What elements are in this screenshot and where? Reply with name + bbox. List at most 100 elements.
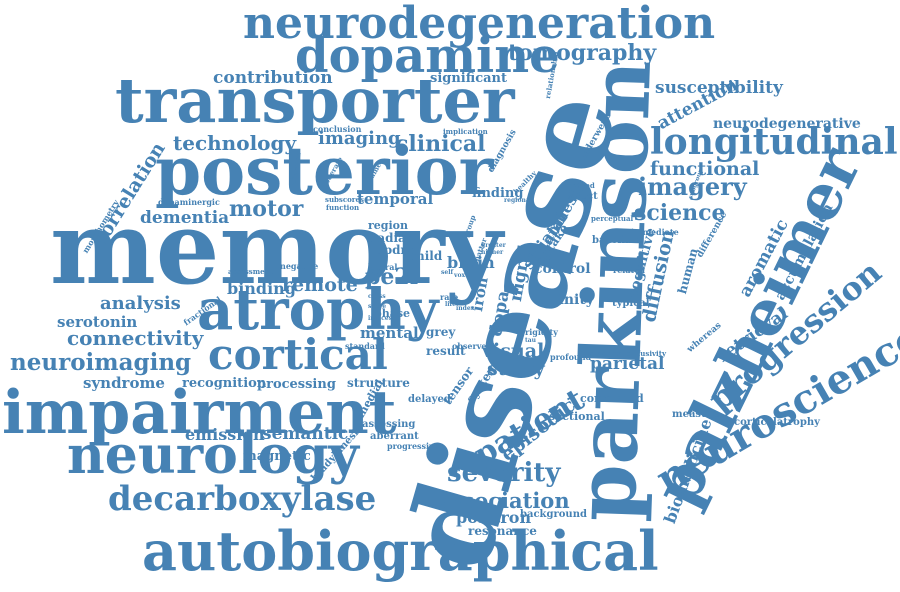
word-correlated: correlated (580, 392, 644, 405)
word-remote: remote (282, 274, 358, 296)
word-result: result (426, 344, 466, 358)
word-implication: implication (443, 127, 488, 136)
word-dementia: dementia (140, 208, 230, 228)
word-tomography: tomography (508, 40, 657, 66)
word-impairment: impairment (2, 378, 397, 448)
word-indices: indices (368, 315, 392, 322)
word-technology: technology (173, 131, 297, 155)
word-imagery: imagery (638, 172, 747, 201)
word-related: related (613, 265, 645, 275)
word-transporter: transporter (115, 64, 515, 137)
word-brain: brain (447, 253, 495, 272)
word-cortical: cortical (208, 330, 388, 379)
word-self: self (441, 269, 454, 276)
word-posterior: posterior (155, 132, 494, 210)
word-progressive: progressive (387, 441, 439, 451)
word-delayed: delayed (408, 394, 451, 405)
word-conclusion: conclusion (313, 124, 362, 134)
word-life: life (445, 301, 456, 308)
word-perceptual: perceptual (591, 214, 634, 223)
word-mental: mental (360, 324, 419, 342)
word-control: control (534, 261, 591, 277)
word-assessment: assessment (228, 267, 273, 276)
word-neurology: neurology (67, 425, 359, 486)
word-higher: higher (481, 249, 504, 256)
word-baseline: baseline (592, 235, 639, 246)
word-neuroimaging: neuroimaging (10, 349, 192, 376)
word-binding: binding (227, 279, 296, 298)
word-lateral: lateral (368, 262, 398, 272)
word-rigidity: rigidity (525, 327, 558, 337)
word-cross: cross (368, 293, 386, 300)
word-background: background (520, 509, 587, 520)
word-greater: greater (481, 242, 506, 249)
word-serotonin: serotonin (57, 313, 138, 331)
word-phase: phase (374, 307, 411, 320)
word-profound: profound (550, 352, 592, 362)
word-measure: measure (672, 409, 720, 420)
word-subscores: subscores (325, 195, 364, 204)
word-method: method (565, 181, 595, 190)
word-magnetic: magnetic (243, 449, 311, 464)
word-mild: mild (412, 249, 443, 263)
word-sectional: sectional (549, 410, 605, 423)
word-dopaminergic: dopaminergic (158, 197, 220, 207)
word-longitudinal: longitudinal (650, 121, 898, 163)
word-pe2i: pe2i (365, 264, 419, 290)
word-processing: processing (257, 377, 336, 392)
word-observed: observed (452, 341, 493, 351)
word-human: human (675, 246, 701, 296)
word-autobiographical: autobiographical (142, 519, 659, 583)
word-updrs: updrs (375, 243, 414, 257)
word-severity: severity (447, 458, 561, 488)
word-regional: regional (504, 197, 532, 204)
word-science: science (634, 200, 726, 226)
word-semantic: semantic (262, 424, 349, 444)
word-spect: spect (568, 191, 598, 202)
word-tau: tau (525, 337, 537, 344)
word-radian: radian (371, 231, 415, 245)
word-index: index (456, 305, 475, 312)
word-neurodegeneration: neurodegeneration (243, 0, 716, 49)
word-function: function (326, 203, 360, 212)
word-imaging: imaging (318, 128, 401, 149)
word-assessing: assessing (362, 419, 416, 430)
word-functional: functional (650, 158, 760, 180)
word-score: score (368, 303, 387, 310)
word-clinical: clinical (395, 131, 486, 157)
word-parietal: parietal (590, 354, 665, 374)
word-diffusivity: diffusivity (627, 349, 667, 358)
word-bpnd: bpnd (510, 317, 527, 324)
word-standard: standard (345, 341, 385, 351)
word-diagnostic: diagnostic (590, 349, 631, 358)
word-memory: memory (50, 189, 503, 307)
word-grey: grey (426, 325, 456, 339)
word-analysis: analysis (100, 293, 181, 314)
word-neurodegenerative: neurodegenerative (713, 116, 861, 132)
word-decarboxylase: decarboxylase (108, 479, 377, 519)
word-positron: positron (456, 508, 532, 527)
word-aberrant: aberrant (370, 431, 419, 442)
word-corticalatrophy: corticalatrophy (734, 417, 820, 428)
word-rate: rate (440, 292, 459, 302)
word-negative: negative (280, 261, 319, 271)
word-emission: emission (185, 425, 265, 444)
word-significant: significant (430, 71, 507, 86)
word-structure: structure (347, 376, 410, 390)
word-typical: typical (612, 298, 650, 309)
word-finding: finding (472, 186, 524, 201)
word-temporal: temporal (357, 190, 434, 208)
word-visual: visual (482, 340, 545, 362)
word-affinity: affinity (538, 292, 594, 308)
word-motor: motor (229, 196, 304, 222)
word-susceptibility: susceptibility (655, 78, 783, 98)
word-study: study (487, 358, 545, 380)
word-dopamine: dopamine (295, 28, 560, 84)
word-region: region (368, 219, 408, 232)
word-association: association (437, 488, 570, 513)
word-contribution: contribution (213, 68, 333, 88)
word-syndrome: syndrome (83, 374, 165, 392)
word-connectivity: connectivity (67, 326, 204, 350)
word-immediate: immediate (631, 227, 679, 237)
